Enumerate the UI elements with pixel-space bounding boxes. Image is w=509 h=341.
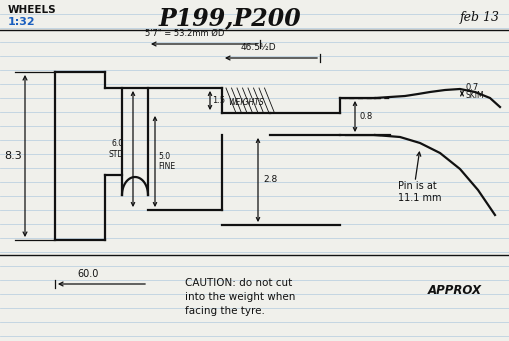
Text: 60.0: 60.0 bbox=[77, 269, 99, 279]
Text: 0.7: 0.7 bbox=[466, 83, 479, 91]
Text: 2.8: 2.8 bbox=[263, 176, 277, 184]
Text: P199,P200: P199,P200 bbox=[159, 6, 301, 30]
Text: 0.8: 0.8 bbox=[360, 112, 373, 121]
Text: SKIM: SKIM bbox=[466, 91, 485, 101]
Text: feb 13: feb 13 bbox=[460, 12, 500, 25]
Text: Pin is at
11.1 mm: Pin is at 11.1 mm bbox=[398, 181, 441, 203]
Text: APPROX: APPROX bbox=[428, 283, 482, 297]
Text: CAUTION: do not cut
into the weight when
facing the tyre.: CAUTION: do not cut into the weight when… bbox=[185, 278, 295, 316]
Text: 8.3: 8.3 bbox=[4, 151, 22, 161]
Text: 5.0
FINE: 5.0 FINE bbox=[158, 152, 175, 171]
Text: 6.0
STD: 6.0 STD bbox=[109, 139, 124, 159]
Text: 1:32: 1:32 bbox=[8, 17, 36, 27]
Text: WEIGHTS: WEIGHTS bbox=[228, 98, 264, 107]
Text: 46.5½D: 46.5½D bbox=[240, 43, 276, 52]
Text: 5'7" = 53.2mm ØD: 5'7" = 53.2mm ØD bbox=[145, 29, 224, 38]
Text: WHEELS: WHEELS bbox=[8, 5, 56, 15]
Text: 1.5: 1.5 bbox=[212, 96, 225, 105]
